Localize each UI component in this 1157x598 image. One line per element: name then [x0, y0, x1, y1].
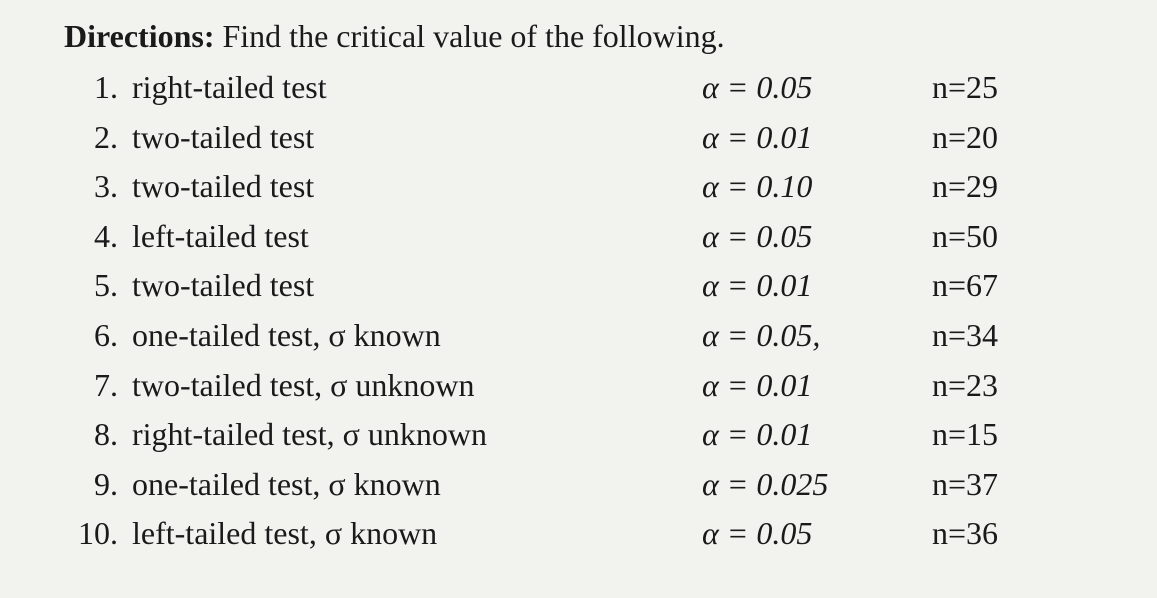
- item-n: n=50: [932, 212, 1082, 262]
- item-alpha: α = 0.01: [702, 361, 932, 411]
- item-n: n=37: [932, 460, 1082, 510]
- list-item: 3. two-tailed test α = 0.10 n=29: [40, 162, 1117, 212]
- list-item: 10. left-tailed test, σ known α = 0.05 n…: [40, 509, 1117, 559]
- list-item: 2. two-tailed test α = 0.01 n=20: [40, 113, 1117, 163]
- exercise-page: Directions: Find the critical value of t…: [0, 0, 1157, 579]
- list-item: 4. left-tailed test α = 0.05 n=50: [40, 212, 1117, 262]
- item-alpha: α = 0.05: [702, 63, 932, 113]
- item-number: 8.: [40, 410, 132, 460]
- directions-text: Find the critical value of the following…: [222, 18, 724, 54]
- item-desc: right-tailed test: [132, 63, 702, 113]
- item-number: 1.: [40, 63, 132, 113]
- list-item: 7. two-tailed test, σ unknown α = 0.01 n…: [40, 361, 1117, 411]
- item-desc: one-tailed test, σ known: [132, 460, 702, 510]
- item-n: n=67: [932, 261, 1082, 311]
- item-alpha: α = 0.05: [702, 509, 932, 559]
- item-n: n=20: [932, 113, 1082, 163]
- item-desc: two-tailed test: [132, 162, 702, 212]
- item-number: 4.: [40, 212, 132, 262]
- item-number: 5.: [40, 261, 132, 311]
- directions-label: Directions:: [64, 18, 214, 54]
- list-item: 5. two-tailed test α = 0.01 n=67: [40, 261, 1117, 311]
- item-desc: left-tailed test: [132, 212, 702, 262]
- item-alpha: α = 0.01: [702, 261, 932, 311]
- item-n: n=36: [932, 509, 1082, 559]
- item-n: n=29: [932, 162, 1082, 212]
- list-item: 9. one-tailed test, σ known α = 0.025 n=…: [40, 460, 1117, 510]
- item-number: 10.: [40, 509, 132, 559]
- item-n: n=23: [932, 361, 1082, 411]
- item-desc: two-tailed test, σ unknown: [132, 361, 702, 411]
- item-number: 3.: [40, 162, 132, 212]
- item-alpha: α = 0.05,: [702, 311, 932, 361]
- item-desc: one-tailed test, σ known: [132, 311, 702, 361]
- list-item: 8. right-tailed test, σ unknown α = 0.01…: [40, 410, 1117, 460]
- directions-line: Directions: Find the critical value of t…: [40, 18, 1117, 55]
- item-alpha: α = 0.10: [702, 162, 932, 212]
- item-number: 2.: [40, 113, 132, 163]
- list-item: 1. right-tailed test α = 0.05 n=25: [40, 63, 1117, 113]
- item-number: 7.: [40, 361, 132, 411]
- item-number: 6.: [40, 311, 132, 361]
- item-n: n=25: [932, 63, 1082, 113]
- item-desc: two-tailed test: [132, 113, 702, 163]
- item-number: 9.: [40, 460, 132, 510]
- item-n: n=34: [932, 311, 1082, 361]
- item-n: n=15: [932, 410, 1082, 460]
- list-item: 6. one-tailed test, σ known α = 0.05, n=…: [40, 311, 1117, 361]
- item-desc: left-tailed test, σ known: [132, 509, 702, 559]
- item-alpha: α = 0.05: [702, 212, 932, 262]
- item-alpha: α = 0.01: [702, 113, 932, 163]
- item-alpha: α = 0.025: [702, 460, 932, 510]
- item-alpha: α = 0.01: [702, 410, 932, 460]
- item-desc: two-tailed test: [132, 261, 702, 311]
- item-desc: right-tailed test, σ unknown: [132, 410, 702, 460]
